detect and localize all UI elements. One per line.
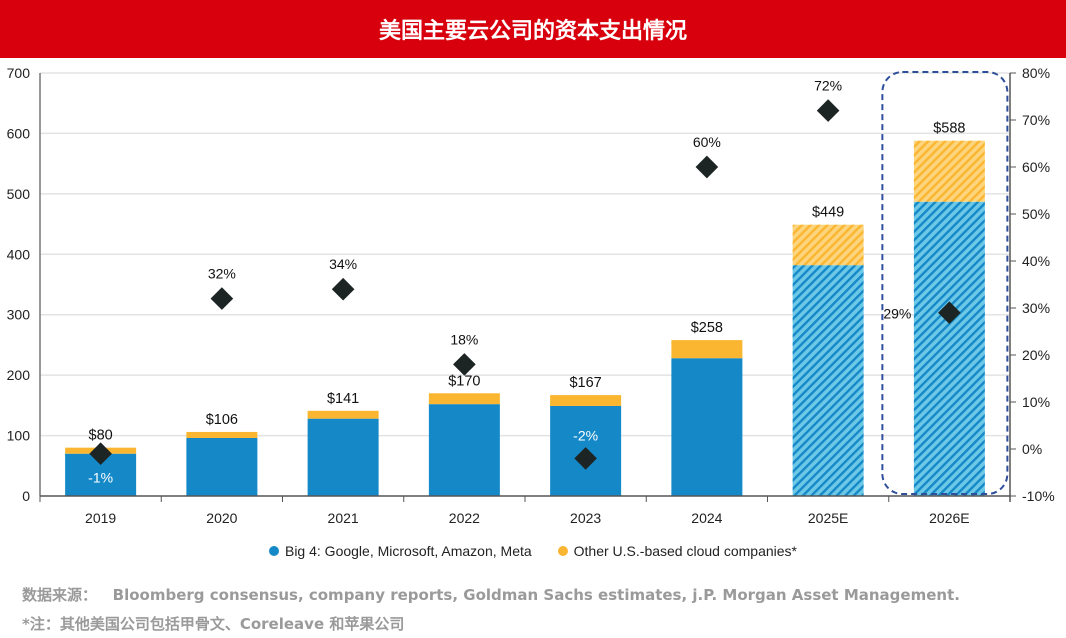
- total-label: $106: [206, 412, 238, 428]
- bar-other-2021: [307, 410, 379, 419]
- chart: 0 100 200 300 400 500 600 700 -10% 0% 10% 20% 30% 40%…: [7, 65, 1055, 526]
- x-tick-label: 2019: [85, 510, 116, 526]
- y2-tick-label: 80%: [1022, 65, 1050, 81]
- legend-label-other: Other U.S.-based cloud companies*: [573, 543, 797, 559]
- growth-marker: [453, 353, 476, 376]
- y-tick-label: 300: [7, 307, 31, 323]
- growth-marker: [89, 442, 112, 466]
- y2-tick-label: 40%: [1022, 253, 1050, 269]
- legend-label-big4: Big 4: Google, Microsoft, Amazon, Meta: [284, 543, 532, 559]
- growth-label: 60%: [693, 134, 721, 150]
- x-tick-label: 2020: [206, 510, 237, 526]
- y2-tick-label: 10%: [1022, 394, 1050, 410]
- bar-other-2024: [671, 340, 743, 359]
- growth-marker: [938, 301, 961, 325]
- growth-marker: [210, 287, 234, 310]
- bar-big4-2020: [186, 437, 258, 496]
- x-tick-label: 2023: [570, 510, 601, 526]
- growth-label: 32%: [208, 266, 236, 282]
- y-tick-label: 600: [7, 125, 31, 141]
- total-label: $167: [569, 375, 601, 391]
- growth-marker: [331, 277, 355, 301]
- y2-tick-label: 0%: [1022, 441, 1042, 457]
- total-label: $170: [448, 373, 480, 389]
- source-note: 数据来源： Bloomberg consensus, company repor…: [22, 586, 960, 604]
- legend-item-other: Other U.S.-based cloud companies*: [557, 543, 797, 559]
- y2-tick-label: 70%: [1022, 112, 1050, 128]
- total-label: $80: [89, 428, 113, 444]
- growth-label: 18%: [450, 331, 478, 347]
- growth-label: 72%: [814, 78, 842, 94]
- y2-tick-label: -10%: [1022, 488, 1055, 504]
- bar-big4-2026E: [913, 201, 985, 496]
- y-tick-label: 400: [7, 246, 31, 262]
- total-label: $258: [691, 320, 723, 336]
- bar-big4-2022: [428, 404, 500, 496]
- growth-label: 29%: [883, 306, 911, 322]
- total-label: $449: [812, 205, 844, 221]
- legend-swatch-other: [557, 546, 568, 556]
- growth-label: -1%: [88, 470, 113, 486]
- growth-label: -2%: [573, 427, 598, 443]
- bar-big4-2024: [671, 358, 743, 496]
- bar-big4-2025E: [792, 265, 864, 496]
- x-tick-label: 2024: [691, 510, 722, 526]
- y-tick-label: 0: [22, 488, 30, 504]
- y2-tick-label: 60%: [1022, 159, 1050, 175]
- y2-tick-label: 30%: [1022, 300, 1050, 316]
- growth-marker: [574, 447, 597, 470]
- bar-other-2023: [550, 395, 622, 406]
- growth-label: 34%: [329, 256, 357, 272]
- total-label: $588: [933, 121, 965, 137]
- total-label: $141: [327, 391, 359, 407]
- bar-other-2026E: [913, 140, 985, 202]
- bar-big4-2021: [307, 418, 379, 496]
- legend-item-big4: Big 4: Google, Microsoft, Amazon, Meta: [268, 543, 532, 559]
- x-tick-label: 2025E: [808, 510, 848, 526]
- growth-marker: [695, 155, 719, 179]
- legend: Big 4: Google, Microsoft, Amazon, Meta O…: [0, 543, 1066, 559]
- bar-other-2022: [428, 393, 500, 405]
- y2-tick-label: 50%: [1022, 206, 1050, 222]
- growth-marker: [816, 99, 840, 122]
- x-tick-label: 2022: [449, 510, 480, 526]
- y-tick-label: 200: [7, 367, 31, 383]
- y2-tick-label: 20%: [1022, 347, 1050, 363]
- y-tick-label: 100: [7, 428, 31, 444]
- footnote: *注：其他美国公司包括甲骨文、Coreleave 和苹果公司: [22, 615, 405, 633]
- x-tick-label: 2026E: [929, 510, 969, 526]
- y-tick-label: 500: [7, 186, 31, 202]
- y-tick-label: 700: [7, 65, 31, 81]
- bar-other-2020: [186, 431, 258, 438]
- chart-title: 美国主要云公司的资本支出情况: [0, 0, 1066, 58]
- highlight-box: [881, 71, 1009, 495]
- bar-other-2025E: [792, 224, 864, 266]
- x-tick-label: 2021: [328, 510, 359, 526]
- legend-swatch-big4: [268, 546, 279, 556]
